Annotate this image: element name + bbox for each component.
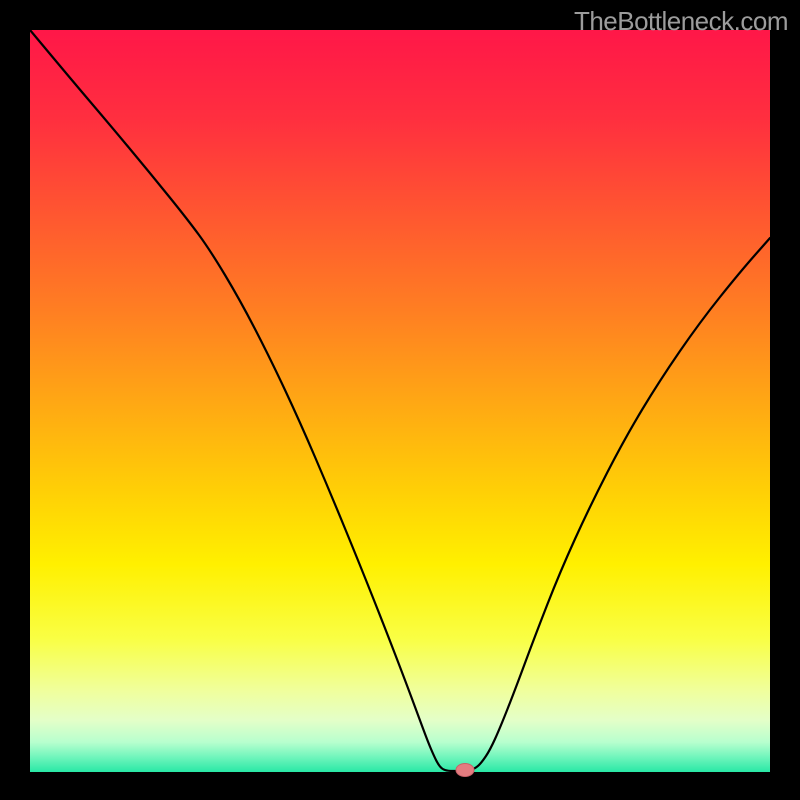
chart-plot-background xyxy=(30,30,770,772)
chart-container: TheBottleneck.com xyxy=(0,0,800,800)
bottleneck-chart xyxy=(0,0,800,800)
optimum-marker xyxy=(456,764,474,777)
watermark-text: TheBottleneck.com xyxy=(574,6,788,37)
